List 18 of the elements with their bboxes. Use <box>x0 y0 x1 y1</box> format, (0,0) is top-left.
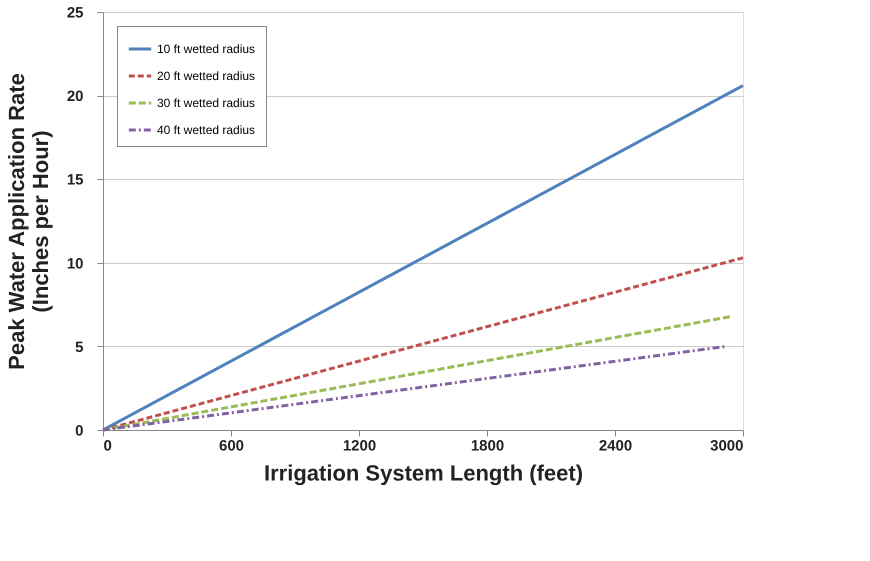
x-axis-title: Irrigation System Length (feet) <box>264 460 584 486</box>
y-axis-title: Peak Water Application Rate (Inches per Hour) <box>4 73 53 370</box>
x-tick-label: 1200 <box>342 438 376 454</box>
legend-label: 20 ft wetted radius <box>157 69 256 83</box>
x-tick-label: 600 <box>218 438 244 454</box>
x-tick-label: 2400 <box>598 438 632 454</box>
x-tick-label: 3000 <box>710 438 744 454</box>
y-tick-label: 25 <box>66 4 84 22</box>
x-tick-label: 0 <box>104 438 112 454</box>
y-tick-label: 10 <box>66 255 84 272</box>
legend-label: 40 ft wetted radius <box>157 123 256 137</box>
legend-label: 10 ft wetted radius <box>157 42 256 56</box>
y-tick-label: 15 <box>66 172 84 189</box>
x-tick-label: 1800 <box>470 438 504 454</box>
y-tick-label: 0 <box>75 422 84 440</box>
y-tick-label: 5 <box>75 338 84 356</box>
legend-label: 30 ft wetted radius <box>157 96 256 110</box>
y-tick-label: 20 <box>66 88 84 106</box>
